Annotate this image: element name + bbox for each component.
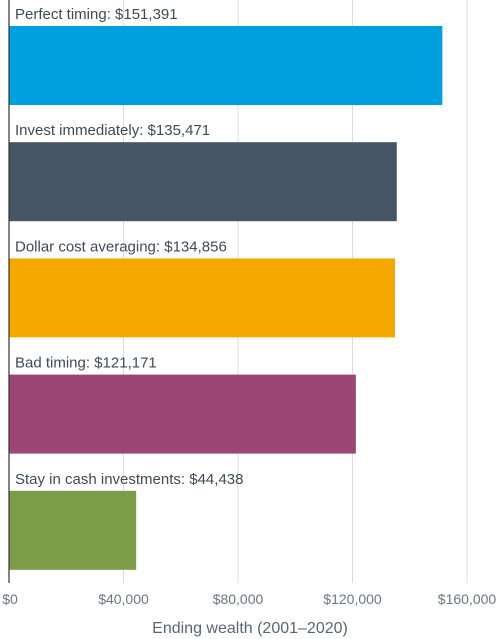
bar-data-label: Perfect timing: $151,391: [15, 6, 178, 23]
bar-data-label: Invest immediately: $135,471: [15, 122, 210, 139]
bar-bad-timing: [9, 374, 356, 454]
x-axis-title: Ending wealth (2001–2020): [152, 620, 348, 637]
bar-perfect-timing: [9, 26, 443, 105]
x-tick-label: $80,000: [213, 591, 264, 607]
x-tick-label: $120,000: [323, 591, 382, 607]
bar-dollar-cost-averaging: [9, 258, 396, 338]
x-tick-label: $160,000: [438, 591, 497, 607]
bars: [9, 26, 443, 570]
bar-labels: Perfect timing: $151,391 Invest immediate…: [15, 6, 243, 488]
bar-invest-immediately: [9, 142, 397, 222]
x-tick-label: $40,000: [98, 591, 149, 607]
bar-data-label: Bad timing: $121,171: [15, 355, 157, 372]
bar-stay-in-cash-investments: [9, 490, 137, 570]
bar-data-label: Dollar cost averaging: $134,856: [15, 238, 227, 255]
bar-data-label: Stay in cash investments: $44,438: [15, 471, 243, 488]
x-axis-ticks: $0 $40,000 $80,000 $120,000 $160,000: [2, 591, 496, 607]
x-tick-label: $0: [2, 591, 18, 607]
